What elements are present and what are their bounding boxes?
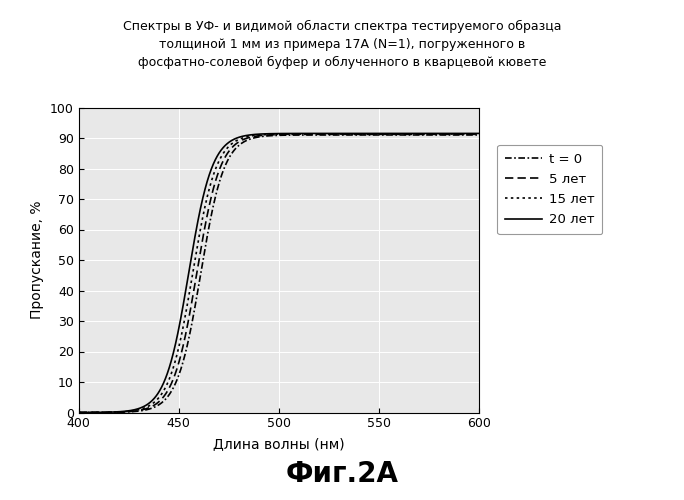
5 лет [228,144,236,150]
Line: t = 0: t = 0 [79,135,479,412]
t = 0 [144,406,152,412]
t = 0 [423,132,432,138]
20 лет [246,132,254,138]
Line: 20 лет: 20 лет [79,134,479,412]
20 лет [466,130,475,136]
15 лет [228,140,236,146]
Y-axis label: Пропускание, %: Пропускание, % [30,200,44,320]
5 лет [246,134,254,140]
5 лет [475,132,483,138]
15 лет [475,131,483,137]
X-axis label: Длина волны (нм): Длина волны (нм) [213,438,345,452]
5 лет [466,132,475,138]
Text: Фиг.2А: Фиг.2А [285,460,399,487]
t = 0 [475,132,483,138]
20 лет [120,408,129,414]
Line: 15 лет: 15 лет [79,134,479,412]
Legend: t = 0, 5 лет, 15 лет, 20 лет: t = 0, 5 лет, 15 лет, 20 лет [497,144,603,234]
t = 0 [228,150,236,156]
t = 0 [75,410,83,416]
5 лет [144,405,152,411]
5 лет [120,409,129,415]
5 лет [423,132,432,138]
Text: толщиной 1 мм из примера 17А (N=1), погруженного в: толщиной 1 мм из примера 17А (N=1), погр… [159,38,525,51]
20 лет [75,410,83,416]
15 лет [120,408,129,414]
t = 0 [246,136,254,142]
15 лет [466,131,475,137]
20 лет [144,401,152,407]
15 лет [144,404,152,409]
15 лет [246,134,254,140]
t = 0 [466,132,475,138]
Text: фосфатно-солевой буфер и облученного в кварцевой кювете: фосфатно-солевой буфер и облученного в к… [137,56,547,69]
Text: Спектры в УФ- и видимой области спектра тестируемого образца: Спектры в УФ- и видимой области спектра … [122,20,562,33]
20 лет [228,137,236,143]
Line: 5 лет: 5 лет [79,134,479,412]
20 лет [475,130,483,136]
15 лет [75,410,83,416]
20 лет [423,130,432,136]
t = 0 [120,409,129,415]
15 лет [423,131,432,137]
5 лет [75,410,83,416]
